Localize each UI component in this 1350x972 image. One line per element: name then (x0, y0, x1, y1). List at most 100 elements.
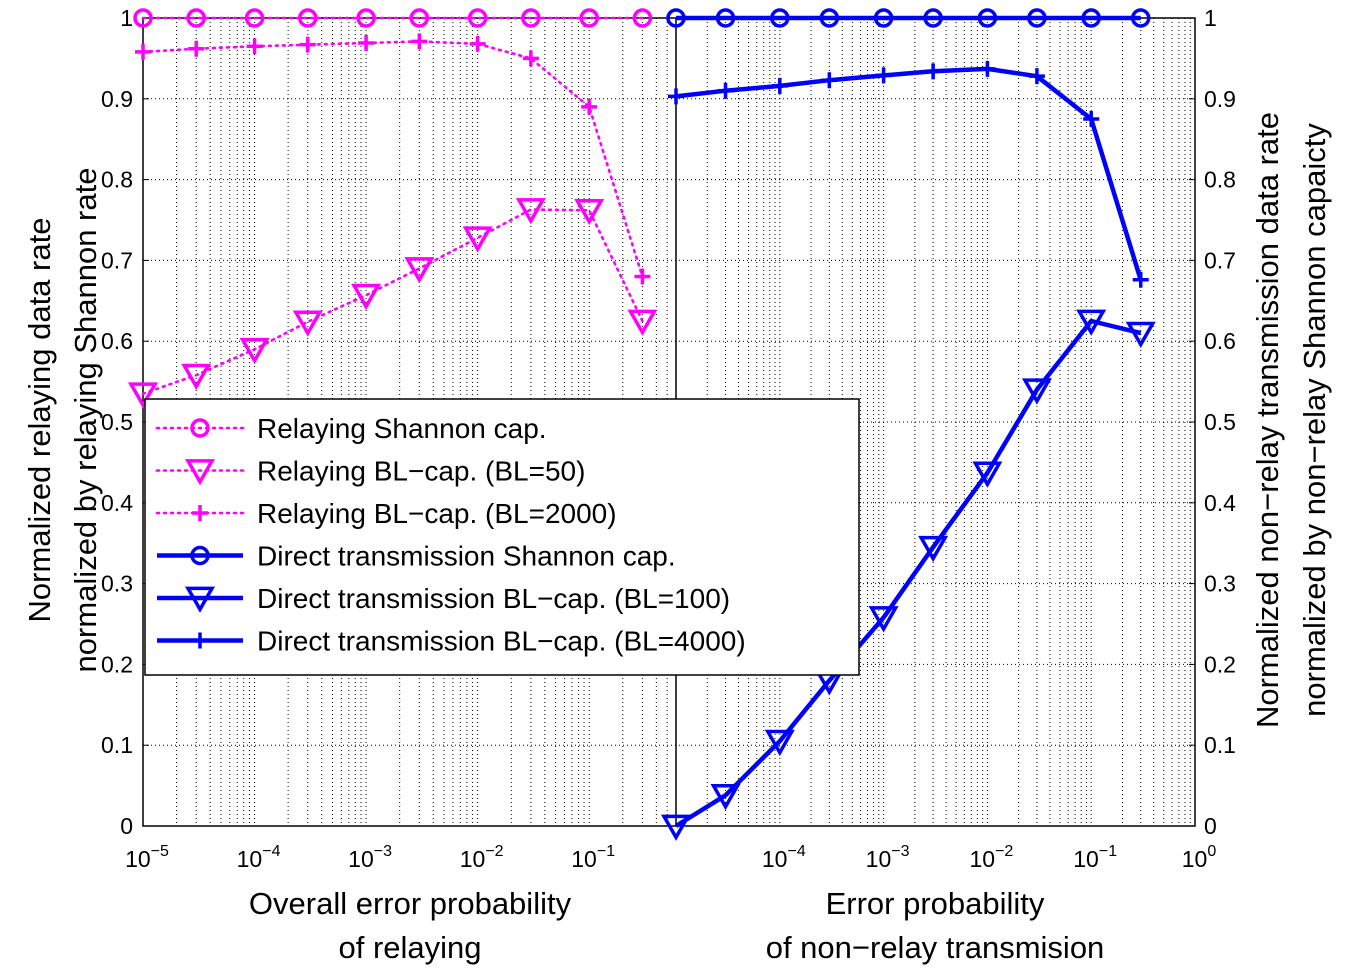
direct-series-3-point (979, 60, 996, 77)
x-axis-label-right: of non−relay transmision (766, 930, 1105, 965)
direct-series-3-point (771, 77, 788, 94)
relaying-series-2 (127, 198, 658, 409)
legend-box (144, 398, 860, 676)
y-tick-label-right: 0.3 (1204, 571, 1236, 597)
relaying-series-2-point (515, 198, 546, 225)
legend-label: Direct transmission BL−cap. (BL=4000) (257, 626, 746, 657)
relaying-series-1-point (298, 8, 318, 28)
legend-entry: Direct transmission Shannon cap. (157, 541, 676, 572)
legend-entry: Relaying Shannon cap. (155, 413, 547, 444)
relaying-series-3-point (358, 35, 375, 52)
legend-entry: Relaying BL−cap. (BL=2000) (155, 498, 617, 529)
relaying-series-2-point (181, 363, 212, 391)
y-axis-label-left: Normalized relaying data rate (22, 218, 57, 623)
y-tick-label-left: 0.1 (101, 732, 133, 758)
x-tick-label: 10−4 (762, 843, 806, 872)
relaying-series-1-point (467, 8, 488, 28)
direct-series-1-point (873, 8, 894, 28)
y-tick-label-left: 0.5 (101, 409, 133, 435)
direct-series-1-point (715, 8, 736, 28)
legend-marker (184, 459, 216, 486)
y-tick-label-right: 0.2 (1204, 651, 1236, 677)
direct-series-2-point (710, 783, 741, 811)
relaying-series-1-point (579, 8, 599, 28)
direct-series-2-point (1021, 378, 1052, 405)
y-tick-label-left: 0.9 (101, 86, 133, 112)
legend-marker (192, 505, 208, 521)
y-axis-label-right: Normalized non−relay transmission data r… (1250, 112, 1285, 728)
y-tick-label-left: 1 (120, 5, 133, 31)
legend-entry: Relaying BL−cap. (BL=50) (155, 456, 585, 487)
relaying-series-2-point (462, 226, 493, 253)
x-axis-label-right: Error probability (826, 886, 1045, 921)
relaying-series-2-point (127, 382, 159, 409)
legend-marker (184, 586, 216, 613)
x-axis-label-left: Overall error probability (249, 886, 572, 921)
direct-series-3-point (668, 88, 684, 105)
y-tick-label-left: 0.3 (101, 571, 133, 597)
y-tick-label-right: 0.8 (1204, 167, 1236, 193)
direct-series-1-point (977, 8, 998, 28)
x-tick-label: 10−2 (969, 843, 1013, 872)
direct-series-1-point (923, 8, 943, 28)
y-tick-label-right: 0 (1204, 813, 1217, 839)
direct-series-3-line (675, 66, 1143, 281)
relaying-series-2-point (627, 309, 658, 336)
relaying-series-3-point (634, 268, 651, 285)
y-tick-label-left: 0.7 (101, 247, 133, 273)
y-tick-label-right: 0.4 (1204, 490, 1236, 516)
y-axis-label-right: normalized by non−relay Shannon capaicty (1297, 123, 1332, 717)
x-tick-label: 10−1 (571, 843, 615, 872)
axis-labels: Overall error probability of relaying Erro… (22, 112, 1332, 965)
tick-labels: 0 0.1 0.2 0.3 0.4 0.5 0.6 0.7 0.8 0.9 1 0 0.1 0.2 0.3 0… (101, 5, 1236, 872)
y-tick-label-right: 0.9 (1204, 86, 1236, 112)
legend-label: Relaying BL−cap. (BL=50) (257, 456, 585, 487)
relaying-series-1-point (521, 8, 541, 28)
direct-series-3-point (1028, 68, 1045, 85)
relaying-series-3-point (469, 35, 486, 52)
direct-series-2-point (972, 461, 1003, 488)
direct-series-1-point (770, 8, 790, 28)
direct-series-1-point (1081, 8, 1101, 28)
y-tick-label-right: 0.5 (1204, 409, 1236, 435)
y-tick-label-left: 0.2 (101, 651, 133, 677)
x-tick-label: 10−1 (1073, 843, 1117, 872)
relaying-series-1-point (356, 8, 376, 28)
relaying-series-1 (133, 8, 653, 28)
direct-series-1-point (1027, 8, 1047, 28)
relaying-series-1-point (409, 8, 430, 28)
relaying-series-2-point (574, 198, 605, 226)
relaying-series-1-point (133, 8, 153, 28)
direct-series-3 (668, 60, 1149, 288)
relaying-series-3-point (135, 43, 151, 60)
relaying-series-3-point (246, 38, 263, 55)
legend: Relaying Shannon cap. Relaying BL−cap. (B… (144, 398, 860, 676)
direct-series-2-point (1125, 321, 1156, 349)
direct-series-3-point (925, 63, 942, 80)
y-tick-label-left: 0 (120, 813, 133, 839)
relaying-series-2-point (292, 310, 323, 337)
relaying-series-2-point (404, 257, 435, 284)
direct-series-3-point (821, 72, 838, 89)
direct-series-3-point (1083, 111, 1100, 127)
direct-series-1-point (1130, 8, 1151, 28)
series-group (127, 8, 1156, 841)
relaying-series-3-point (522, 50, 539, 67)
relaying-series-2-line (141, 208, 644, 395)
direct-series-3-point (875, 67, 892, 84)
y-tick-label-right: 0.1 (1204, 732, 1236, 758)
y-axis-label-left: normalized by relaying Shannon rate (68, 168, 103, 673)
direct-series-2-point (764, 729, 795, 757)
x-tick-label: 100 (1182, 843, 1217, 872)
y-tick-label-left: 0.6 (101, 328, 133, 354)
y-tick-label-right: 1 (1204, 5, 1217, 31)
x-tick-label: 10−4 (237, 843, 281, 872)
x-tick-label: 10−3 (348, 843, 392, 872)
legend-label: Relaying Shannon cap. (257, 413, 547, 444)
y-tick-label-right: 0.7 (1204, 247, 1236, 273)
legend-marker (190, 418, 210, 438)
direct-series-1-point (819, 8, 840, 28)
y-tick-label-left: 0.4 (101, 490, 133, 516)
legend-marker (190, 545, 210, 566)
